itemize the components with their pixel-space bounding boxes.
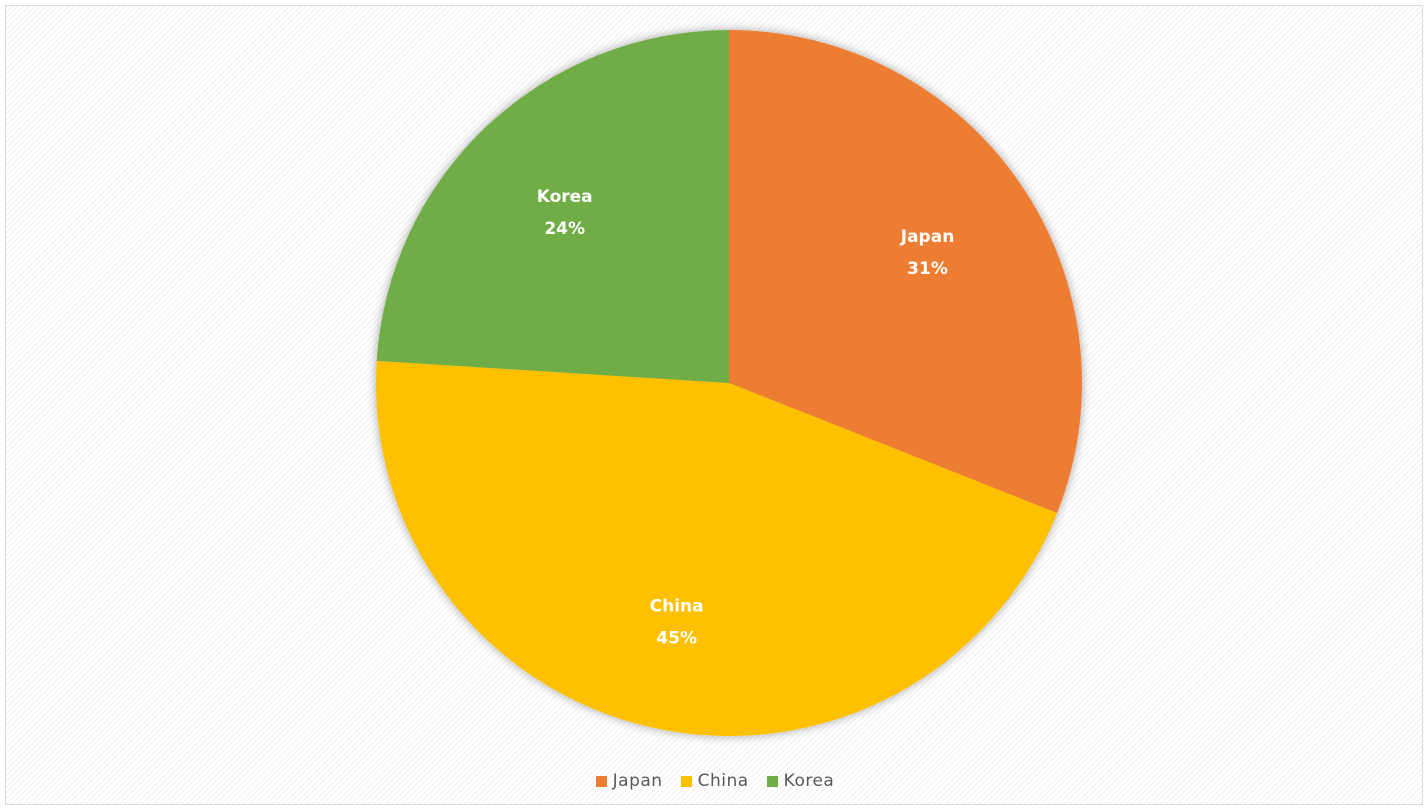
legend-swatch-japan xyxy=(595,775,607,787)
data-label-value-japan: 31% xyxy=(907,259,948,279)
pie-slice-japan xyxy=(729,30,1082,513)
pie-chart: Japan 31% China 45% Korea 24% xyxy=(376,30,1082,736)
pie-slice-korea xyxy=(376,30,729,383)
legend-label-korea: Korea xyxy=(783,771,835,791)
legend-swatch-china xyxy=(680,775,692,787)
legend-label-japan: Japan xyxy=(612,771,663,791)
data-label-value-china: 45% xyxy=(656,628,697,648)
data-label-value-korea: 24% xyxy=(544,219,585,239)
legend: Japan China Korea xyxy=(6,770,1422,792)
data-label-name-korea: Korea xyxy=(537,187,593,207)
data-label-name-china: China xyxy=(650,596,704,616)
legend-item-china: China xyxy=(680,771,749,791)
chart-area: Japan 31% China 45% Korea 24% Japan China Kor… xyxy=(5,5,1423,805)
pie-slice-china xyxy=(376,360,1058,736)
legend-label-china: China xyxy=(697,771,749,791)
legend-item-korea: Korea xyxy=(766,771,835,791)
legend-swatch-korea xyxy=(766,775,778,787)
data-label-name-japan: Japan xyxy=(900,227,955,247)
legend-item-japan: Japan xyxy=(595,771,663,791)
